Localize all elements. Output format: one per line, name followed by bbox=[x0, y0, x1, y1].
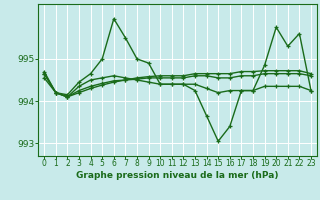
X-axis label: Graphe pression niveau de la mer (hPa): Graphe pression niveau de la mer (hPa) bbox=[76, 171, 279, 180]
